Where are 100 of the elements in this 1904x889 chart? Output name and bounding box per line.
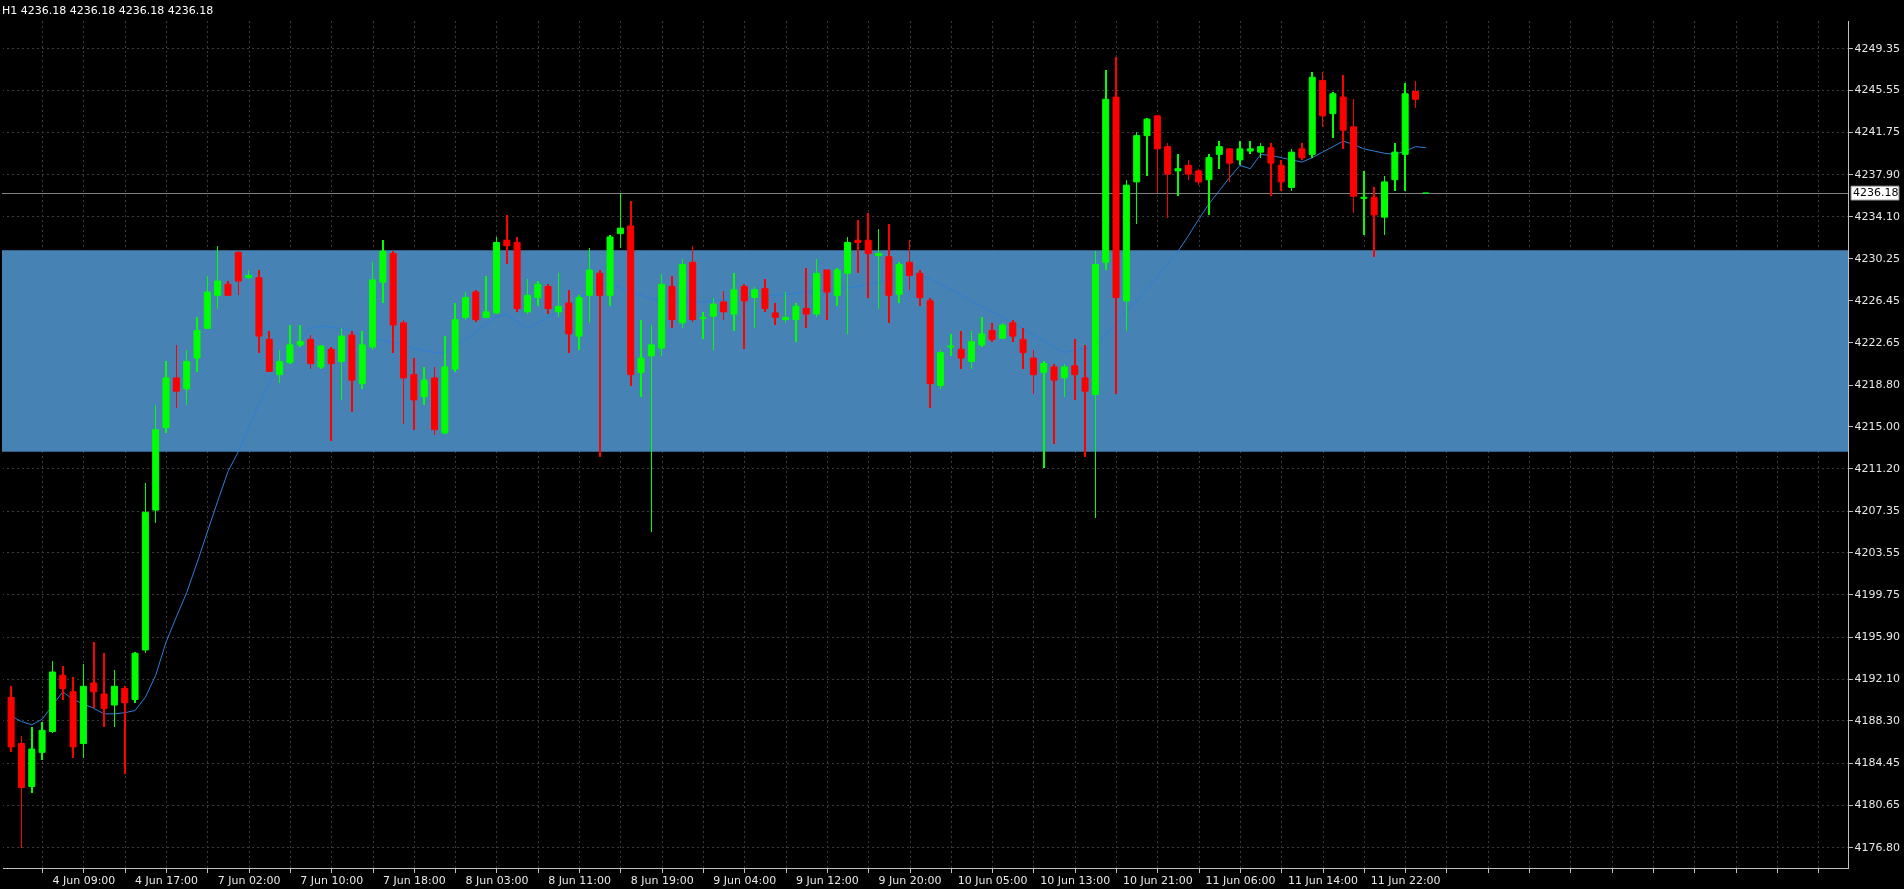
- y-tick-label: 4230.25: [1854, 251, 1900, 265]
- y-tick-label: 4218.80: [1854, 378, 1900, 392]
- candlestick: [1143, 117, 1151, 178]
- candlestick: [751, 285, 759, 330]
- candlestick: [709, 296, 717, 352]
- candlestick: [967, 329, 975, 370]
- candlestick: [823, 269, 831, 321]
- candlestick: [523, 278, 531, 315]
- x-tick-label: 4 Jun 17:00: [135, 873, 198, 887]
- candlestick: [771, 302, 779, 326]
- candlestick: [1329, 90, 1337, 139]
- candlestick: [875, 228, 883, 310]
- candlestick: [544, 283, 552, 315]
- candlestick: [214, 244, 222, 310]
- candlestick: [1009, 318, 1017, 343]
- candlestick: [616, 192, 624, 249]
- candlestick: [554, 272, 562, 319]
- candlestick: [286, 324, 294, 365]
- candlestick: [276, 349, 284, 385]
- ref-line-label: 4236.18: [1853, 186, 1899, 200]
- candlestick: [1029, 349, 1037, 396]
- x-tick-label: 9 Jun 12:00: [795, 873, 859, 887]
- x-tick-label: 4 Jun 09:00: [52, 873, 116, 887]
- candlestick: [1174, 153, 1182, 198]
- candlestick: [1019, 327, 1027, 370]
- y-tick-label: 4215.00: [1854, 419, 1900, 433]
- x-tick-label: 7 Jun 02:00: [217, 873, 281, 887]
- x-tick-label: 10 Jun 21:00: [1122, 873, 1193, 887]
- x-tick-label: 10 Jun 13:00: [1040, 873, 1111, 887]
- candlestick: [1277, 159, 1285, 192]
- y-tick-label: 4234.10: [1854, 209, 1900, 223]
- y-tick-label: 4211.20: [1854, 461, 1900, 475]
- y-tick-label: 4180.65: [1854, 798, 1900, 812]
- candlestick: [503, 214, 511, 266]
- x-tick-label: 8 Jun 11:00: [548, 873, 612, 887]
- y-tick-label: 4192.10: [1854, 672, 1900, 686]
- y-tick-label: 4195.90: [1854, 630, 1900, 644]
- candlestick: [1071, 338, 1079, 401]
- x-tick-label: 7 Jun 10:00: [300, 873, 364, 887]
- candlestick: [534, 280, 542, 308]
- candlestick: [637, 318, 645, 398]
- candlestick: [1236, 140, 1244, 167]
- candlestick: [296, 324, 304, 348]
- candlestick: [647, 324, 655, 533]
- y-tick-label: 4188.30: [1854, 713, 1900, 727]
- candlestick: [720, 290, 728, 321]
- y-tick-label: 4249.35: [1854, 41, 1900, 55]
- candlestick: [461, 291, 469, 321]
- candlestick: [1060, 362, 1068, 398]
- y-tick-label: 4245.55: [1854, 83, 1900, 97]
- candlestick: [1205, 153, 1213, 216]
- candlestick: [1226, 148, 1234, 183]
- candlestick: [1411, 79, 1419, 109]
- y-tick-label: 4207.35: [1854, 504, 1900, 518]
- chart-title: H1 4236.18 4236.18 4236.18 4236.18: [2, 4, 214, 17]
- x-tick-label: 11 Jun 22:00: [1370, 873, 1441, 887]
- candlestick: [596, 269, 604, 459]
- x-tick-label: 9 Jun 20:00: [878, 873, 942, 887]
- candlestick: [782, 291, 790, 324]
- x-tick-label: 9 Jun 04:00: [713, 873, 777, 887]
- candlestick: [1370, 186, 1378, 258]
- y-tick-label: 4237.90: [1854, 167, 1900, 181]
- candlestick: [1081, 344, 1089, 459]
- y-tick-label: 4203.55: [1854, 545, 1900, 559]
- candlestick: [327, 346, 335, 442]
- candlestick: [1360, 170, 1368, 236]
- candlestick: [1184, 159, 1192, 181]
- y-tick-label: 4184.45: [1854, 756, 1900, 770]
- candlestick: [100, 652, 108, 728]
- candlestick: [482, 274, 490, 320]
- candlestick: [854, 219, 862, 275]
- x-tick-label: 10 Jun 05:00: [957, 873, 1028, 887]
- candlestick: [1215, 140, 1223, 170]
- candlestick: [957, 329, 965, 370]
- candlestick: [906, 239, 914, 291]
- x-tick-label: 11 Jun 14:00: [1288, 873, 1358, 887]
- candlestick: [1267, 142, 1275, 198]
- candlestick: [38, 720, 46, 761]
- candlestick: [172, 344, 180, 409]
- candlestick: [1050, 362, 1058, 445]
- x-tick-label: 8 Jun 03:00: [465, 873, 529, 887]
- candlestick: [802, 266, 810, 330]
- y-tick-label: 4241.75: [1854, 125, 1900, 139]
- x-tick-label: 7 Jun 18:00: [382, 873, 446, 887]
- candlestick: [792, 302, 800, 343]
- candlestick: [121, 685, 129, 776]
- candlestick: [110, 668, 118, 728]
- candlestick: [1040, 360, 1048, 470]
- y-tick-label: 4226.45: [1854, 293, 1900, 307]
- candlestick: [988, 322, 996, 343]
- candlestick: [761, 278, 769, 313]
- candlestick: [59, 665, 67, 701]
- y-tick-label: 4222.65: [1854, 335, 1900, 349]
- y-tick-label: 4199.75: [1854, 587, 1900, 601]
- candlestick: [317, 344, 325, 370]
- y-tick-label: 4176.80: [1854, 840, 1900, 854]
- x-tick-label: 11 Jun 06:00: [1205, 873, 1276, 887]
- candlestick: [740, 283, 748, 351]
- candlestick: [978, 316, 986, 348]
- candlestick: [699, 311, 707, 341]
